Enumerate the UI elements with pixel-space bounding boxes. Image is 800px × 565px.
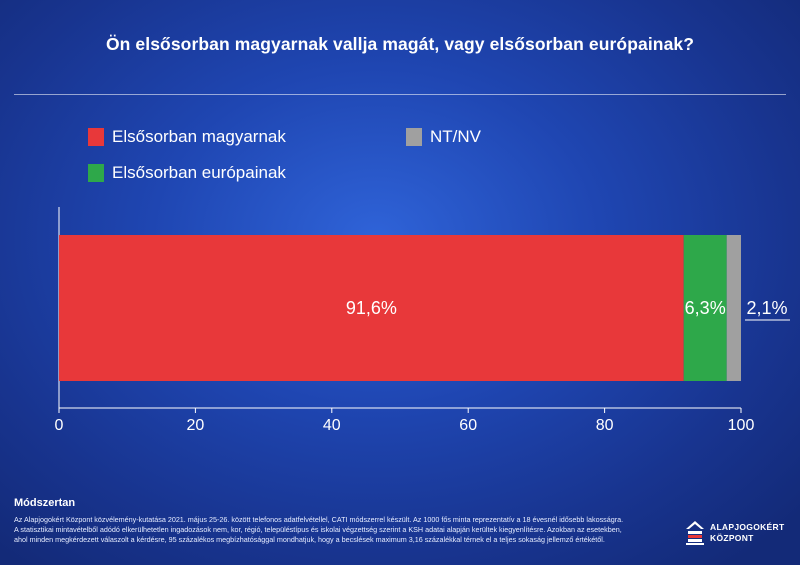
bar-segment-europai [683,235,727,381]
legend-swatch-ntnv [406,128,422,146]
legend-label-europai: Elsősorban európainak [112,163,286,182]
x-tick-label-60: 60 [459,417,477,434]
bar-segment-magyar [59,235,684,381]
x-tick-label-0: 0 [55,417,64,434]
legend-label-magyar: Elsősorban magyarnak [112,127,286,146]
legend-item-europai: Elsősorban európainak [88,163,286,183]
bar-segment-ntnv [726,235,741,381]
data-label-europai: 6,3% [685,298,726,318]
legend-item-ntnv: NT/NV [406,127,481,147]
chart-title: Ön elsősorban magyarnak vallja magát, va… [105,34,695,54]
legend-item-magyar: Elsősorban magyarnak [88,127,286,147]
legend-label-ntnv: NT/NV [430,127,481,146]
alapjogokert-logo: ALAPJOGOKÉRT KÖZPONT [684,520,784,546]
x-tick-label-20: 20 [187,417,205,434]
x-tick-label-80: 80 [596,417,614,434]
data-label-ntnv: 2,1% [746,298,787,318]
x-tick-label-100: 100 [728,417,755,434]
methodology-title: Módszertan [14,497,76,509]
methodology-text: Az Alapjogokért Központ közvélemény-kuta… [14,515,624,545]
logo-icon [686,521,704,545]
legend-swatch-magyar [88,128,104,146]
logo-line-1: ALAPJOGOKÉRT [710,522,785,532]
title-divider [14,94,786,95]
logo-line-2: KÖZPONT [710,533,754,543]
x-tick-label-40: 40 [323,417,341,434]
data-label-magyar: 91,6% [346,298,397,318]
legend-swatch-europai [88,164,104,182]
